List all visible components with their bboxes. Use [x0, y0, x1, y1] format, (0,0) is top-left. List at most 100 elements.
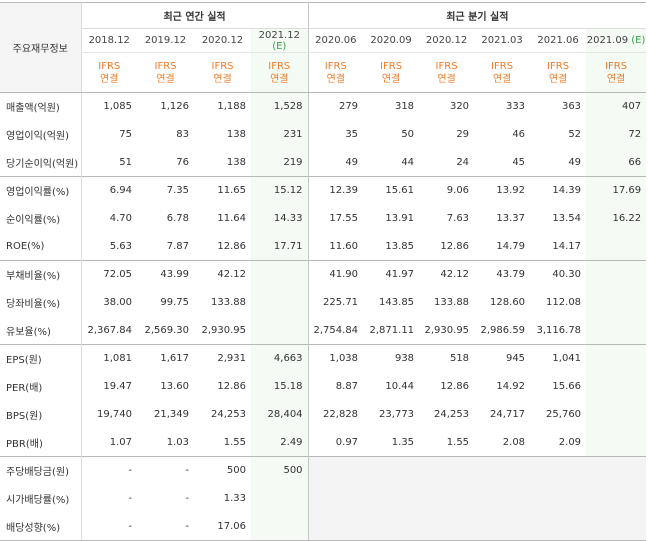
quarter-period-5: 2021.09 (E): [586, 28, 647, 53]
annual-period-2: 2020.12: [194, 28, 251, 53]
row-label: PBR(배): [0, 428, 82, 457]
quarter-value: [586, 372, 647, 401]
quarter-value: 3,116.78: [536, 324, 582, 336]
quarter-value: 279: [338, 101, 359, 113]
quarter-value: 14.39: [530, 176, 587, 205]
row-label: 부채비율(%): [0, 260, 82, 289]
row-label: 매출액(억원): [0, 92, 82, 121]
quarter-value: 938: [363, 344, 420, 373]
ifrs-label: IFRS: [605, 60, 628, 72]
quarter-value: 72: [586, 120, 647, 149]
quarter-value: 41.97: [363, 260, 420, 289]
row-label: 주당배당금(원): [0, 456, 82, 485]
row-label: 당좌비율(%): [0, 288, 82, 317]
quarter-value: [586, 344, 647, 373]
annual-value: 99.75: [160, 297, 189, 308]
quarter-value: [586, 400, 647, 429]
annual-value: [251, 316, 309, 345]
annual-value: 72.05: [81, 260, 137, 289]
quarter-value: [586, 512, 647, 541]
quarter-value: 225.71: [323, 297, 359, 308]
table-row: 주당배당금(원) - -500 500: [0, 456, 647, 485]
quarter-value: [474, 456, 531, 485]
quarter-period-1: 2020.09: [363, 28, 420, 53]
table-row: 당기순이익(억원) 51 76 138 219 49 44 24 45 49 66: [0, 148, 647, 177]
annual-value: 11.65: [194, 176, 251, 205]
annual-value: 5.63: [109, 240, 132, 252]
quarter-period-label: 2020.06: [315, 35, 357, 46]
annual-value: 2,931: [194, 344, 251, 373]
annual-value: 43.99: [137, 260, 194, 289]
annual-value: 15.12: [251, 176, 309, 205]
quarter-value: [419, 484, 475, 513]
annual-value: 500: [251, 456, 309, 485]
annual-value: -: [81, 456, 137, 485]
table-row: 배당성향(%) - -17.06: [0, 512, 647, 541]
ifrs-consolidated-label: IFRS 연결: [308, 52, 364, 93]
quarter-value: 29: [456, 129, 470, 140]
quarter-period-4: 2021.06: [530, 28, 587, 53]
annual-value: 1.03: [166, 436, 189, 448]
annual-value: 4.70: [109, 213, 132, 224]
table-row: 영업이익률(%) 6.94 7.35 11.65 15.12 12.39 15.61 9.06…: [0, 176, 647, 205]
annual-value: 1,188: [217, 101, 246, 113]
quarter-value: 17.55: [329, 213, 359, 224]
row-label: ROE(%): [0, 232, 82, 261]
quarter-value: [363, 484, 420, 513]
quarter-value: 14.92: [496, 381, 526, 392]
annual-value: 76: [176, 156, 189, 168]
quarter-value: [308, 456, 364, 485]
annual-value: 1.33: [223, 493, 246, 504]
annual-value: 2,930.95: [201, 324, 246, 336]
consolidated-label: 연결: [381, 73, 401, 85]
quarter-value: [530, 484, 587, 513]
ifrs-label: IFRS: [211, 60, 234, 72]
quarter-value: 2,986.59: [480, 324, 526, 336]
annual-value: 51: [119, 156, 132, 168]
annual-value: 24,253: [211, 409, 246, 420]
quarter-value: [308, 484, 364, 513]
row-label: EPS(원): [0, 344, 82, 373]
quarter-value: 43.79: [474, 260, 531, 289]
quarter-value: 66: [586, 148, 647, 177]
quarter-value: 945: [474, 344, 531, 373]
annual-value: 11.64: [217, 213, 246, 224]
quarter-value: [586, 456, 647, 485]
annual-value: 28,404: [251, 400, 309, 429]
quarter-value: 24,253: [434, 409, 470, 420]
estimate-marker: (E): [272, 40, 287, 52]
annual-value: 219: [251, 148, 309, 177]
quarter-value: 133.88: [434, 297, 470, 308]
ifrs-label: IFRS: [154, 60, 177, 72]
row-label: 순이익률(%): [0, 204, 82, 233]
quarter-value: [586, 260, 647, 289]
ifrs-consolidated-label: IFRS 연결: [251, 52, 309, 93]
row-label: BPS(원): [0, 400, 82, 429]
ifrs-consolidated-label: IFRS 연결: [586, 52, 647, 93]
annual-value: -: [128, 493, 132, 504]
annual-value: 13.60: [160, 381, 189, 392]
ifrs-consolidated-label: IFRS 연결: [363, 52, 420, 93]
row-label: 영업이익(억원): [0, 120, 82, 149]
quarter-value: 2.08: [502, 436, 526, 448]
quarter-value: 45: [512, 156, 526, 168]
annual-value: 1,085: [103, 101, 132, 113]
annual-period-label: 2019.12: [144, 35, 187, 46]
quarter-value: 2,754.84: [313, 324, 359, 336]
annual-header: 최근 연간 실적: [81, 2, 309, 29]
ifrs-label: IFRS: [380, 60, 403, 72]
quarter-header: 최근 분기 실적: [308, 2, 647, 29]
annual-period-label: 2021.12: [258, 29, 300, 41]
quarter-value: [586, 232, 647, 261]
quarter-value: [586, 484, 647, 513]
row-label: 영업이익률(%): [0, 176, 82, 205]
quarter-value: [474, 484, 531, 513]
annual-value: 42.12: [194, 260, 251, 289]
annual-value: [251, 484, 309, 513]
annual-value: 1,617: [137, 344, 194, 373]
row-label: 시가배당률(%): [0, 484, 82, 513]
row-label: PER(배): [0, 372, 82, 401]
quarter-value: 1.35: [391, 436, 415, 448]
quarter-value: 15.61: [363, 176, 420, 205]
